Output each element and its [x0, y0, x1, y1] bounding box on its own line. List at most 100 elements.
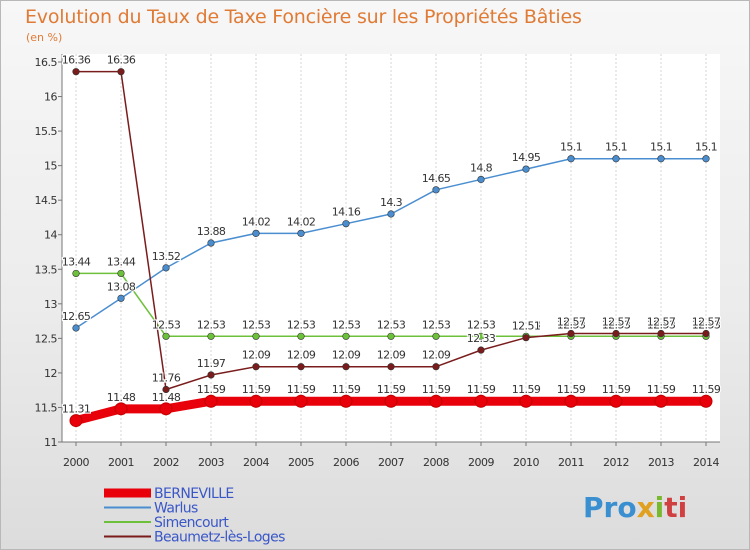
data-label: 11.48	[152, 391, 181, 404]
data-point	[342, 220, 350, 228]
data-label: 11.59	[377, 383, 406, 396]
data-label: 12.09	[242, 349, 271, 362]
data-point	[567, 329, 575, 338]
x-tick-label: 2013	[648, 456, 674, 469]
data-point	[162, 385, 170, 394]
data-label: 11.59	[197, 383, 226, 396]
data-label: 12.51	[512, 320, 541, 333]
legend-label: BERNEVILLE	[154, 486, 234, 502]
data-label: 15.1	[695, 141, 717, 154]
data-point	[204, 394, 218, 408]
data-label: 11.59	[512, 383, 541, 396]
y-tick-label: 11	[44, 436, 57, 449]
x-tick-label: 2014	[693, 456, 719, 469]
data-point	[654, 394, 668, 408]
x-tick-label: 2008	[423, 456, 449, 469]
data-label: 14.3	[380, 196, 403, 209]
data-label: 12.09	[422, 349, 451, 362]
data-label: 12.57	[602, 316, 631, 329]
data-point	[207, 332, 215, 340]
data-label: 12.53	[602, 318, 631, 331]
data-label: 12.53	[197, 318, 226, 331]
data-label: 13.88	[197, 225, 226, 238]
data-label: 14.65	[422, 172, 451, 185]
data-label: 14.02	[242, 215, 271, 228]
data-point	[294, 394, 308, 408]
data-point	[72, 269, 80, 278]
x-tick-label: 2001	[108, 456, 134, 469]
data-point	[657, 155, 665, 163]
data-point	[474, 394, 488, 408]
y-tick-label: 12	[44, 367, 57, 380]
data-label: 14.02	[287, 215, 316, 228]
x-tick-label: 2009	[468, 456, 494, 469]
data-point	[609, 394, 623, 408]
data-point	[432, 332, 440, 340]
data-point	[342, 332, 350, 340]
data-label: 16.36	[62, 54, 91, 67]
data-point	[519, 394, 533, 408]
data-point	[567, 155, 575, 163]
data-point	[252, 332, 260, 340]
data-point	[612, 329, 620, 338]
legend-label: Beaumetz-lès-Loges	[154, 530, 285, 546]
x-tick-label: 2010	[513, 456, 539, 469]
data-point	[339, 394, 353, 408]
data-label: 14.95	[512, 151, 541, 164]
data-point	[162, 264, 170, 272]
data-label: 12.53	[242, 318, 271, 331]
data-label: 11.59	[557, 383, 586, 396]
chart-unit-label: (en %)	[26, 31, 63, 44]
data-label: 15.1	[605, 141, 627, 154]
data-point	[429, 394, 443, 408]
data-label: 15.1	[560, 141, 582, 154]
data-point	[702, 329, 710, 338]
logo-part-pro: Pro	[583, 491, 637, 524]
x-tick-label: 2003	[198, 456, 224, 469]
data-point	[117, 68, 125, 76]
data-point	[117, 294, 125, 302]
data-label: 13.52	[152, 250, 181, 263]
data-point	[384, 394, 398, 408]
data-point	[432, 186, 440, 194]
data-point	[162, 332, 170, 340]
data-point	[297, 229, 305, 237]
data-point	[432, 363, 440, 371]
data-point	[117, 269, 125, 278]
data-point	[114, 402, 128, 416]
data-label: 12.53	[557, 318, 586, 331]
y-tick-label: 14	[44, 229, 57, 242]
data-label: 11.59	[647, 383, 676, 396]
data-point	[522, 165, 530, 173]
x-tick-label: 2005	[288, 456, 314, 469]
legend-label: Simencourt	[154, 515, 229, 531]
data-label: 12.57	[557, 316, 586, 329]
data-label: 12.33	[467, 332, 496, 345]
data-label: 12.53	[332, 318, 361, 331]
x-tick-label: 2002	[153, 456, 179, 469]
data-point	[297, 363, 305, 371]
data-point	[69, 414, 83, 428]
y-tick-label: 16.5	[35, 56, 58, 69]
data-point	[387, 332, 395, 340]
data-point	[249, 394, 263, 408]
data-label: 11.59	[692, 383, 721, 396]
data-point	[72, 324, 80, 332]
data-point	[252, 229, 260, 237]
data-point	[477, 175, 485, 184]
data-label: 11.31	[62, 403, 91, 416]
data-point	[387, 363, 395, 371]
data-label: 11.97	[197, 357, 226, 370]
y-tick-label: 14.5	[35, 194, 58, 207]
x-tick-label: 2004	[243, 456, 269, 469]
y-tick-label: 15.5	[35, 125, 58, 138]
data-label: 12.53	[467, 318, 496, 331]
data-label: 11.59	[602, 383, 631, 396]
data-label: 12.53	[377, 318, 406, 331]
data-point	[342, 363, 350, 371]
data-label: 11.76	[152, 371, 181, 384]
chart-title: Evolution du Taux de Taxe Foncière sur l…	[25, 6, 582, 28]
data-point	[477, 346, 485, 354]
